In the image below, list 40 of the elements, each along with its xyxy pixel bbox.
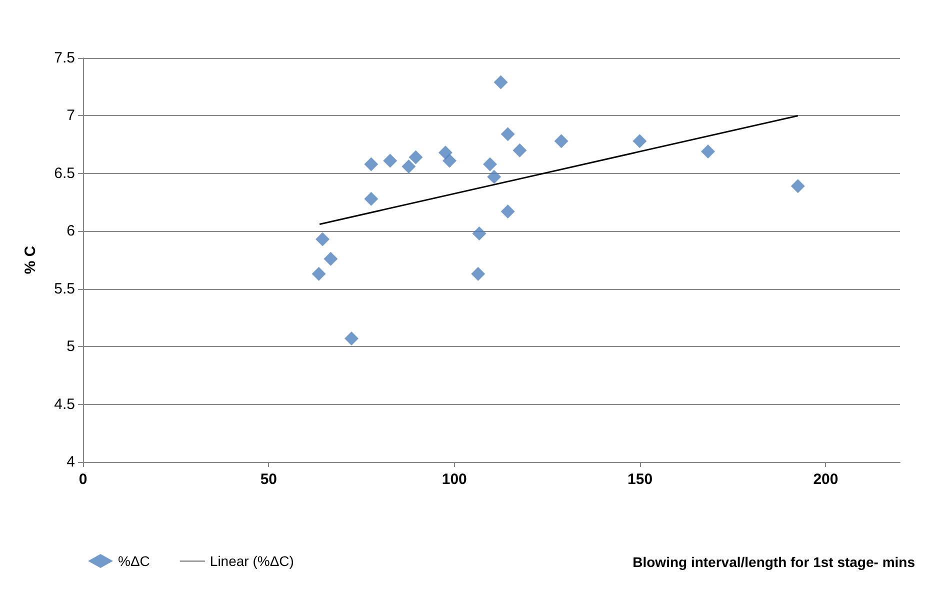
point [364,192,378,206]
point [632,134,647,148]
x-tick-label: 0 [78,471,88,488]
point [438,146,452,160]
point [790,179,805,194]
point [701,144,716,158]
y-tick-label: 5 [66,338,75,356]
point [383,154,398,168]
y-axis-title: % C [22,246,39,274]
y-tick-label: 5.5 [54,280,75,298]
point [344,331,358,346]
point [324,252,338,266]
point [472,226,486,240]
y-tick-label: 6 [66,222,75,240]
point [512,143,527,158]
point [500,127,515,142]
legend-label: %ΔC [118,553,150,569]
point [402,160,416,174]
y-tick-label: 4 [66,454,75,470]
point [364,157,378,172]
point [483,157,498,172]
point [500,204,515,219]
y-tick-label: 4.5 [54,396,75,413]
legend-label: Linear (%ΔC) [210,553,294,569]
point [316,232,330,246]
point [442,154,457,168]
point [494,75,508,90]
y-tick-label: 7 [66,107,75,124]
x-tick-label: 50 [260,471,278,488]
point [312,266,326,281]
x-tick-label: 150 [628,471,653,488]
x-tick-label: 200 [813,471,838,488]
point [408,150,423,164]
y-tick-label: 6.5 [54,164,75,182]
point [554,134,568,148]
point [471,266,486,281]
x-tick-label: 100 [442,471,467,488]
y-tick-label: 7.5 [54,50,75,66]
point [487,170,502,184]
x-axis-title: Blowing interval/length for 1st stage- mins [632,554,916,570]
